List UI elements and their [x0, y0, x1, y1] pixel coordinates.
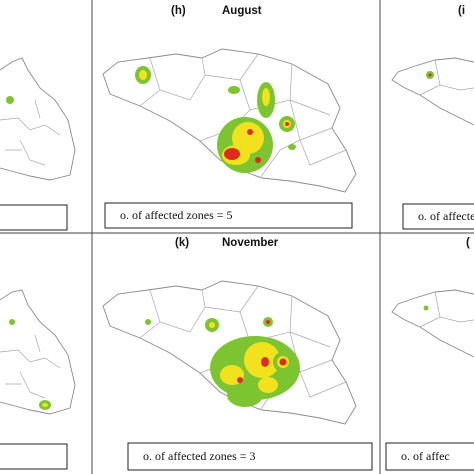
heatmap	[266, 320, 270, 324]
map-outline	[0, 99, 61, 166]
heatmap	[227, 383, 263, 407]
map-outline	[102, 280, 357, 425]
heatmap	[209, 322, 215, 328]
map-outline	[102, 48, 357, 193]
map-outline	[391, 289, 474, 358]
caption-box	[127, 442, 373, 471]
heatmap	[145, 317, 300, 407]
map-outline	[419, 59, 474, 96]
heatmap	[224, 148, 240, 160]
heat-spot	[428, 73, 432, 77]
panel-label: (h)	[171, 5, 186, 17]
heatmap	[247, 129, 253, 135]
panel-month: August	[222, 5, 262, 17]
map-outline	[391, 57, 474, 126]
heat-spot	[6, 96, 14, 104]
caption-box	[0, 204, 68, 231]
heatmap	[135, 66, 296, 173]
heatmap	[261, 357, 269, 367]
heatmap	[139, 70, 147, 80]
heatmap	[145, 319, 151, 325]
map-outline	[0, 57, 76, 181]
caption-box	[402, 203, 474, 230]
map-outline	[0, 289, 76, 415]
heatmap	[258, 377, 278, 393]
caption: o. of affected zones = 3	[143, 449, 256, 463]
heat-spot	[42, 403, 48, 407]
caption-box	[104, 202, 353, 229]
caption: o. of affec	[401, 449, 450, 463]
heatmap	[255, 157, 261, 163]
heatmap	[262, 88, 270, 106]
heatmap	[279, 358, 287, 366]
panel-label: (i	[458, 5, 465, 17]
map-outline	[0, 289, 76, 415]
heatmap	[237, 377, 243, 383]
map-outline	[0, 334, 61, 399]
panel-label: (	[466, 237, 470, 249]
caption-box	[0, 443, 68, 470]
heat-spot	[423, 305, 429, 311]
panel-month: November	[222, 237, 279, 249]
map-outline	[391, 57, 474, 126]
map-outline	[0, 57, 76, 181]
caption-box	[385, 442, 474, 471]
caption: o. of affected zones = 5	[120, 208, 233, 222]
panel-label: (k)	[175, 237, 189, 249]
heatmap	[288, 144, 296, 150]
map-outline	[391, 289, 474, 358]
map-outline	[419, 291, 474, 328]
heatmap	[285, 122, 289, 126]
heat-spot	[9, 319, 15, 325]
caption: o. of affecte	[418, 209, 474, 223]
heatmap	[228, 86, 240, 94]
